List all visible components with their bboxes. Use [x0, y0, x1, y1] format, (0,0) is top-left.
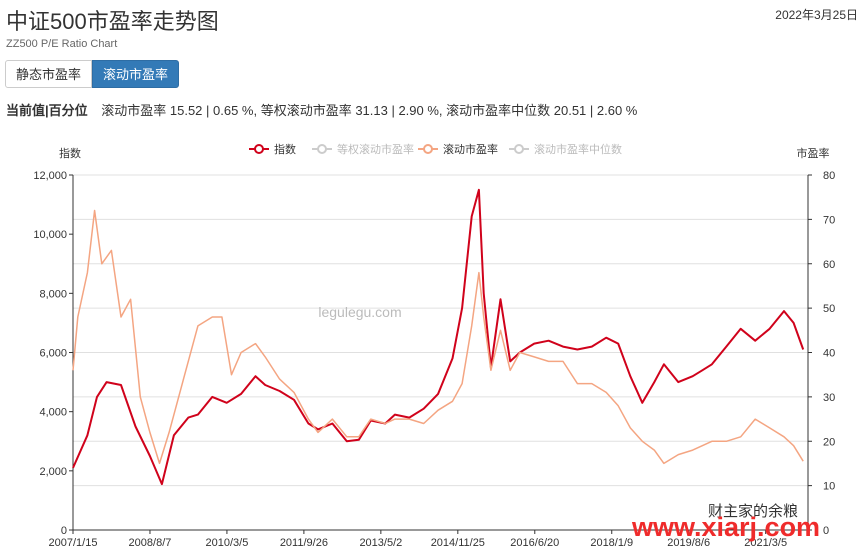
right-tick-label: 40: [823, 348, 835, 360]
legend-item[interactable]: 滚动市盈率中位数: [509, 142, 622, 156]
left-axis-title: 指数: [59, 146, 81, 160]
legend-label: 滚动市盈率: [443, 142, 498, 156]
page-subtitle: ZZ500 P/E Ratio Chart: [6, 38, 118, 50]
x-tick-label: 2013/5/2: [359, 537, 402, 549]
legend-marker: [423, 144, 433, 154]
left-tick-label: 12,000: [33, 170, 67, 182]
page-title: 中证500市盈率走势图: [6, 9, 219, 34]
current-values-label: 当前值|百分位: [6, 103, 88, 118]
right-tick-label: 70: [823, 214, 835, 226]
right-tick-label: 30: [823, 392, 835, 404]
x-tick-label: 2021/3/5: [744, 537, 787, 549]
x-tick-label: 2014/11/25: [431, 537, 485, 549]
chart-watermark: legulegu.com: [318, 304, 401, 320]
date-label: 2022年3月25日: [775, 8, 858, 22]
right-axis-title: 市盈率: [797, 146, 830, 160]
legend-item[interactable]: 等权滚动市盈率: [312, 142, 414, 156]
left-tick-label: 8,000: [39, 288, 67, 300]
left-tick-label: 0: [61, 525, 67, 537]
right-tick-label: 10: [823, 481, 835, 493]
legend-item[interactable]: 指数: [249, 142, 296, 156]
legend-label: 指数: [274, 142, 296, 156]
right-tick-label: 0: [823, 525, 829, 537]
x-tick-label: 2019/8/6: [667, 537, 710, 549]
legend-marker: [514, 144, 524, 154]
legend-item[interactable]: 滚动市盈率: [418, 142, 498, 156]
site-watermark: www.xiarj.com: [632, 512, 821, 542]
x-tick-label: 2016/6/20: [510, 537, 559, 549]
right-tick-label: 60: [823, 259, 835, 271]
left-tick-label: 6,000: [39, 348, 67, 360]
legend-marker: [317, 144, 327, 154]
left-tick-label: 4,000: [39, 407, 67, 419]
right-tick-label: 20: [823, 436, 835, 448]
right-tick-label: 80: [823, 170, 835, 182]
series-line-0: [72, 188, 805, 486]
pe-chart: 0 2,000 4,000 6,000 8,000 10,000 12,000 0 10 20 30…: [33, 142, 835, 549]
x-tick-label: 2011/9/26: [280, 537, 328, 549]
legend-label: 滚动市盈率中位数: [534, 142, 622, 156]
current-values-text: 滚动市盈率 15.52 | 0.65 %, 等权滚动市盈率 31.13 | 2.…: [101, 103, 638, 118]
left-tick-label: 10,000: [33, 229, 67, 241]
tab-rolling-pe[interactable]: 滚动市盈率: [92, 60, 180, 88]
current-values: 当前值|百分位 滚动市盈率 15.52 | 0.65 %, 等权滚动市盈率 31…: [6, 100, 637, 119]
legend-label: 等权滚动市盈率: [337, 142, 414, 156]
x-tick-label: 2007/1/15: [49, 537, 98, 549]
legend-marker: [254, 144, 264, 154]
right-tick-label: 50: [823, 303, 835, 315]
left-tick-label: 2,000: [39, 466, 67, 478]
x-tick-label: 2010/3/5: [206, 537, 249, 549]
x-tick-label: 2008/8/7: [129, 537, 172, 549]
pe-type-tabs: 静态市盈率 滚动市盈率: [5, 60, 180, 88]
x-tick-label: 2018/1/9: [590, 537, 633, 549]
wechat-watermark: 财主家的余粮: [708, 503, 799, 520]
series-line-2: [72, 209, 804, 465]
tab-static-pe[interactable]: 静态市盈率: [5, 60, 93, 88]
